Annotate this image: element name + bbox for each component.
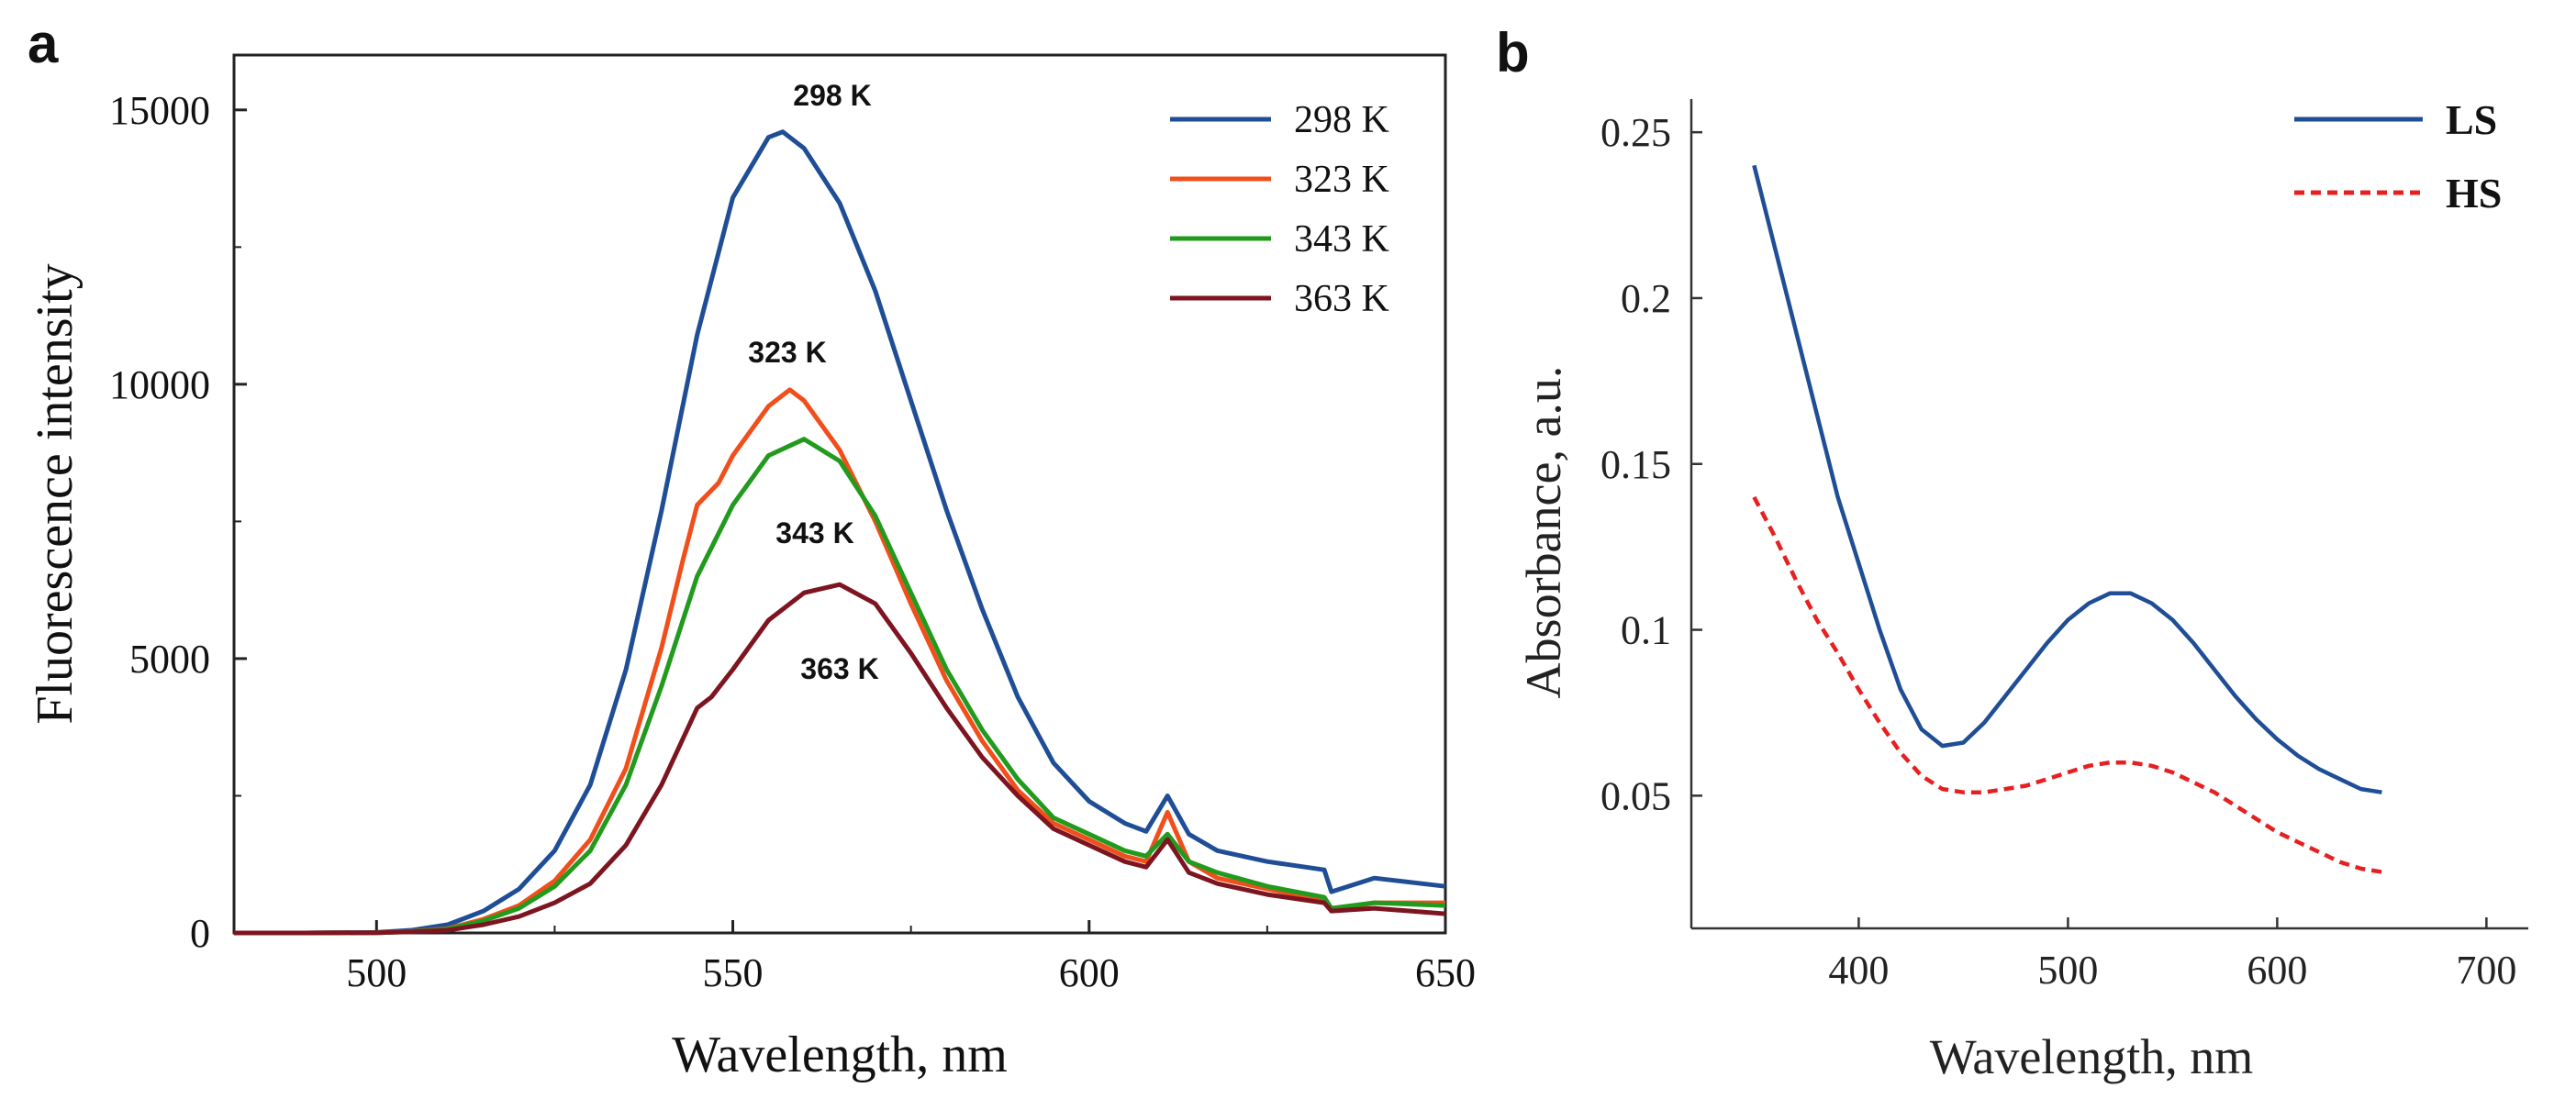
series-line-HS xyxy=(1752,495,2382,874)
peak-label: 343 K xyxy=(775,516,853,549)
panel-b: b 400 500 600 700 0.05 0.1 0.15 0.2 0.25 Waveleng… xyxy=(1496,22,2528,1084)
x-tick-label: 500 xyxy=(346,950,407,995)
peak-label: 323 K xyxy=(748,336,826,369)
legend-label: HS xyxy=(2446,170,2502,216)
y-tick-label: 0.1 xyxy=(1621,608,1671,653)
series-line-LS xyxy=(1752,164,2382,794)
y-axis-title: Absorbance, a.u. xyxy=(1516,366,1571,699)
y-tick-label: 10000 xyxy=(109,362,210,407)
legend-label: 298 K xyxy=(1294,99,1389,141)
series-line-363K xyxy=(234,582,1446,936)
y-tick-label: 0 xyxy=(190,911,210,956)
y-tick-label: 0.25 xyxy=(1600,110,1671,155)
peak-label: 298 K xyxy=(793,79,871,112)
legend-label: 323 K xyxy=(1294,159,1389,201)
y-tick-label: 15000 xyxy=(109,88,210,133)
y-tick-label: 0.15 xyxy=(1600,442,1671,487)
series-line-298K xyxy=(234,129,1446,936)
panel-a: a 500 550 600 650 0 5000 10000 15000 Wavelength,… xyxy=(27,13,1476,1083)
series-line-343K xyxy=(234,437,1446,936)
y-tick-label: 0.05 xyxy=(1600,773,1671,818)
panel-b-label: b xyxy=(1496,22,1530,83)
x-tick-label: 700 xyxy=(2456,948,2516,993)
x-tick-label: 400 xyxy=(1828,948,1889,993)
peak-label: 363 K xyxy=(800,652,878,685)
x-tick-label: 600 xyxy=(1059,950,1120,995)
x-tick-label: 600 xyxy=(2247,948,2307,993)
x-axis-title: Wavelength, nm xyxy=(672,1027,1008,1083)
y-tick-label: 5000 xyxy=(129,637,210,682)
plot-frame xyxy=(232,53,1447,935)
x-axis-title: Wavelength, nm xyxy=(1930,1029,2254,1084)
panel-a-label: a xyxy=(28,13,59,74)
x-tick-label: 650 xyxy=(1415,950,1476,995)
x-tick-label: 550 xyxy=(703,950,764,995)
y-axis-title: Fluorescence intensity xyxy=(27,263,84,724)
legend-label: 363 K xyxy=(1294,278,1389,320)
x-tick-label: 500 xyxy=(2037,948,2098,993)
y-tick-label: 0.2 xyxy=(1621,276,1671,321)
legend-label: LS xyxy=(2446,96,2497,143)
legend-label: 343 K xyxy=(1294,218,1389,261)
